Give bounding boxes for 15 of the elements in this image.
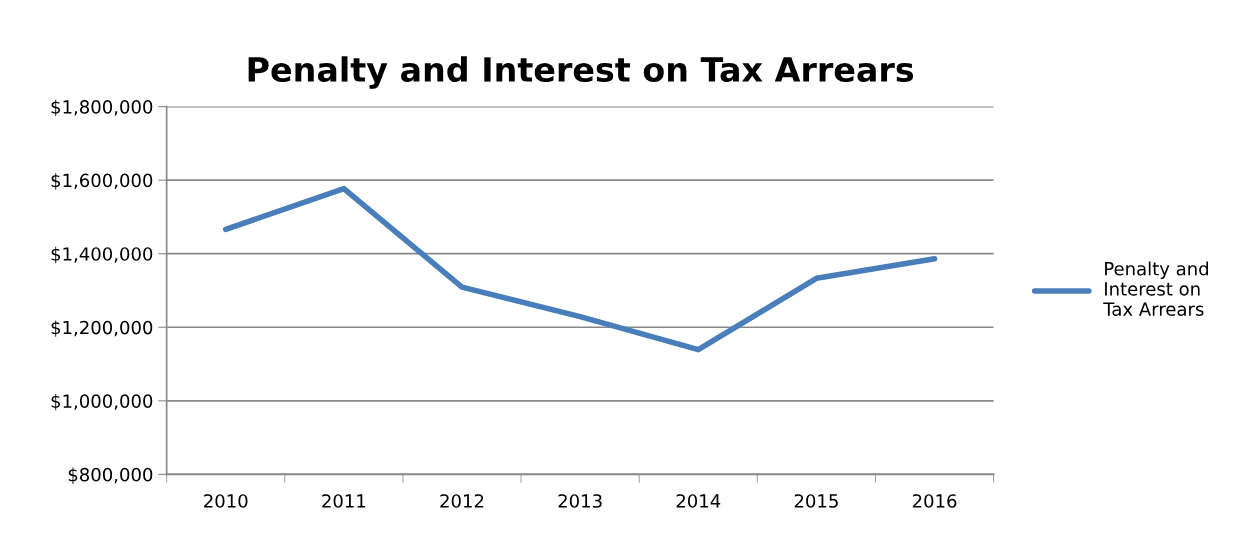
y-tick-label: $1,400,000	[51, 246, 153, 264]
y-tick-label: $1,200,000	[51, 320, 153, 337]
y-tick-label: $1,000,000	[51, 393, 153, 411]
x-tick-label: 2010	[204, 494, 248, 508]
x-tick-label: 2016	[912, 494, 957, 508]
x-tick-label: 2011	[322, 494, 366, 508]
x-tick-label: 2013	[558, 494, 602, 508]
y-tick-label: $800,000	[68, 467, 153, 484]
x-tick-label: 2015	[794, 494, 838, 508]
x-tick-label: 2014	[676, 494, 721, 508]
y-tick-label: $1,800,000	[51, 99, 153, 117]
y-tick-label: $1,600,000	[51, 173, 153, 190]
legend-label: Penalty and Interest on Tax Arrears	[1103, 261, 1208, 316]
x-tick-label: 2012	[440, 494, 484, 508]
chart-title: Penalty and Interest on Tax Arrears	[248, 56, 914, 89]
